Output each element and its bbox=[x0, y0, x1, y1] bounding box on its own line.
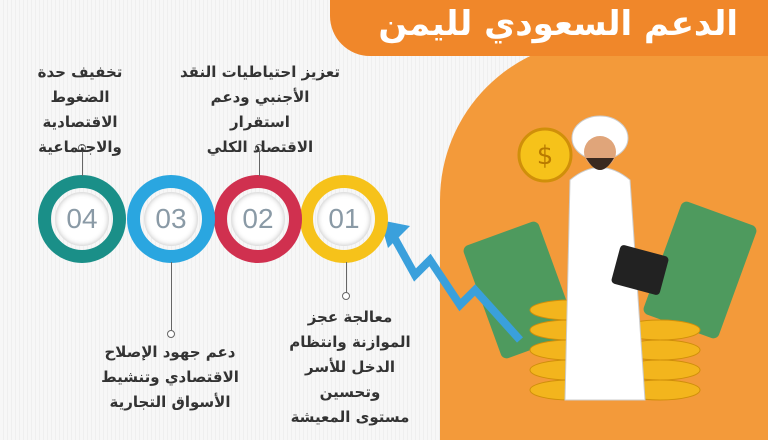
connector-dot bbox=[167, 330, 175, 338]
svg-text:$: $ bbox=[537, 141, 554, 171]
step-04-ring: 04 bbox=[38, 175, 126, 263]
connector-line bbox=[82, 150, 83, 176]
step-02-ring: 02 bbox=[214, 175, 302, 263]
tablet-icon bbox=[611, 245, 669, 295]
connector-dot bbox=[342, 292, 350, 300]
man-with-money-illustration: $ bbox=[463, 115, 757, 401]
step-number: 02 bbox=[231, 192, 285, 246]
step-01-text: معالجة عجز الموازنة وانتظام الدخل للأسر وت… bbox=[289, 308, 411, 426]
step-03-ring: 03 bbox=[127, 175, 215, 263]
connector-line bbox=[346, 262, 347, 296]
connector-line bbox=[259, 150, 260, 176]
growth-arrow-icon bbox=[380, 220, 523, 343]
banknote-icon bbox=[643, 201, 757, 339]
step-04-text: تخفيف حدة الضغوط الاقتصادية والاجتماعية bbox=[37, 63, 123, 156]
step-number: 03 bbox=[144, 192, 198, 246]
page-title: الدعم السعودي لليمن bbox=[378, 4, 738, 44]
step-number: 01 bbox=[317, 192, 371, 246]
connector-dot bbox=[78, 144, 86, 152]
man-figure bbox=[564, 167, 646, 401]
step-03-text: دعم جهود الإصلاح الاقتصادي وتنشيط الأسواق … bbox=[101, 343, 239, 411]
connector-line bbox=[171, 262, 172, 334]
connector-dot bbox=[255, 144, 263, 152]
step-01-ring: 01 bbox=[300, 175, 388, 263]
step-02-text: تعزيز احتياطيات النقد الأجنبي ودعم استقرا… bbox=[180, 63, 340, 156]
title-banner: الدعم السعودي لليمن bbox=[330, 0, 768, 56]
step-number: 04 bbox=[55, 192, 109, 246]
dollar-coin-icon bbox=[517, 127, 573, 183]
